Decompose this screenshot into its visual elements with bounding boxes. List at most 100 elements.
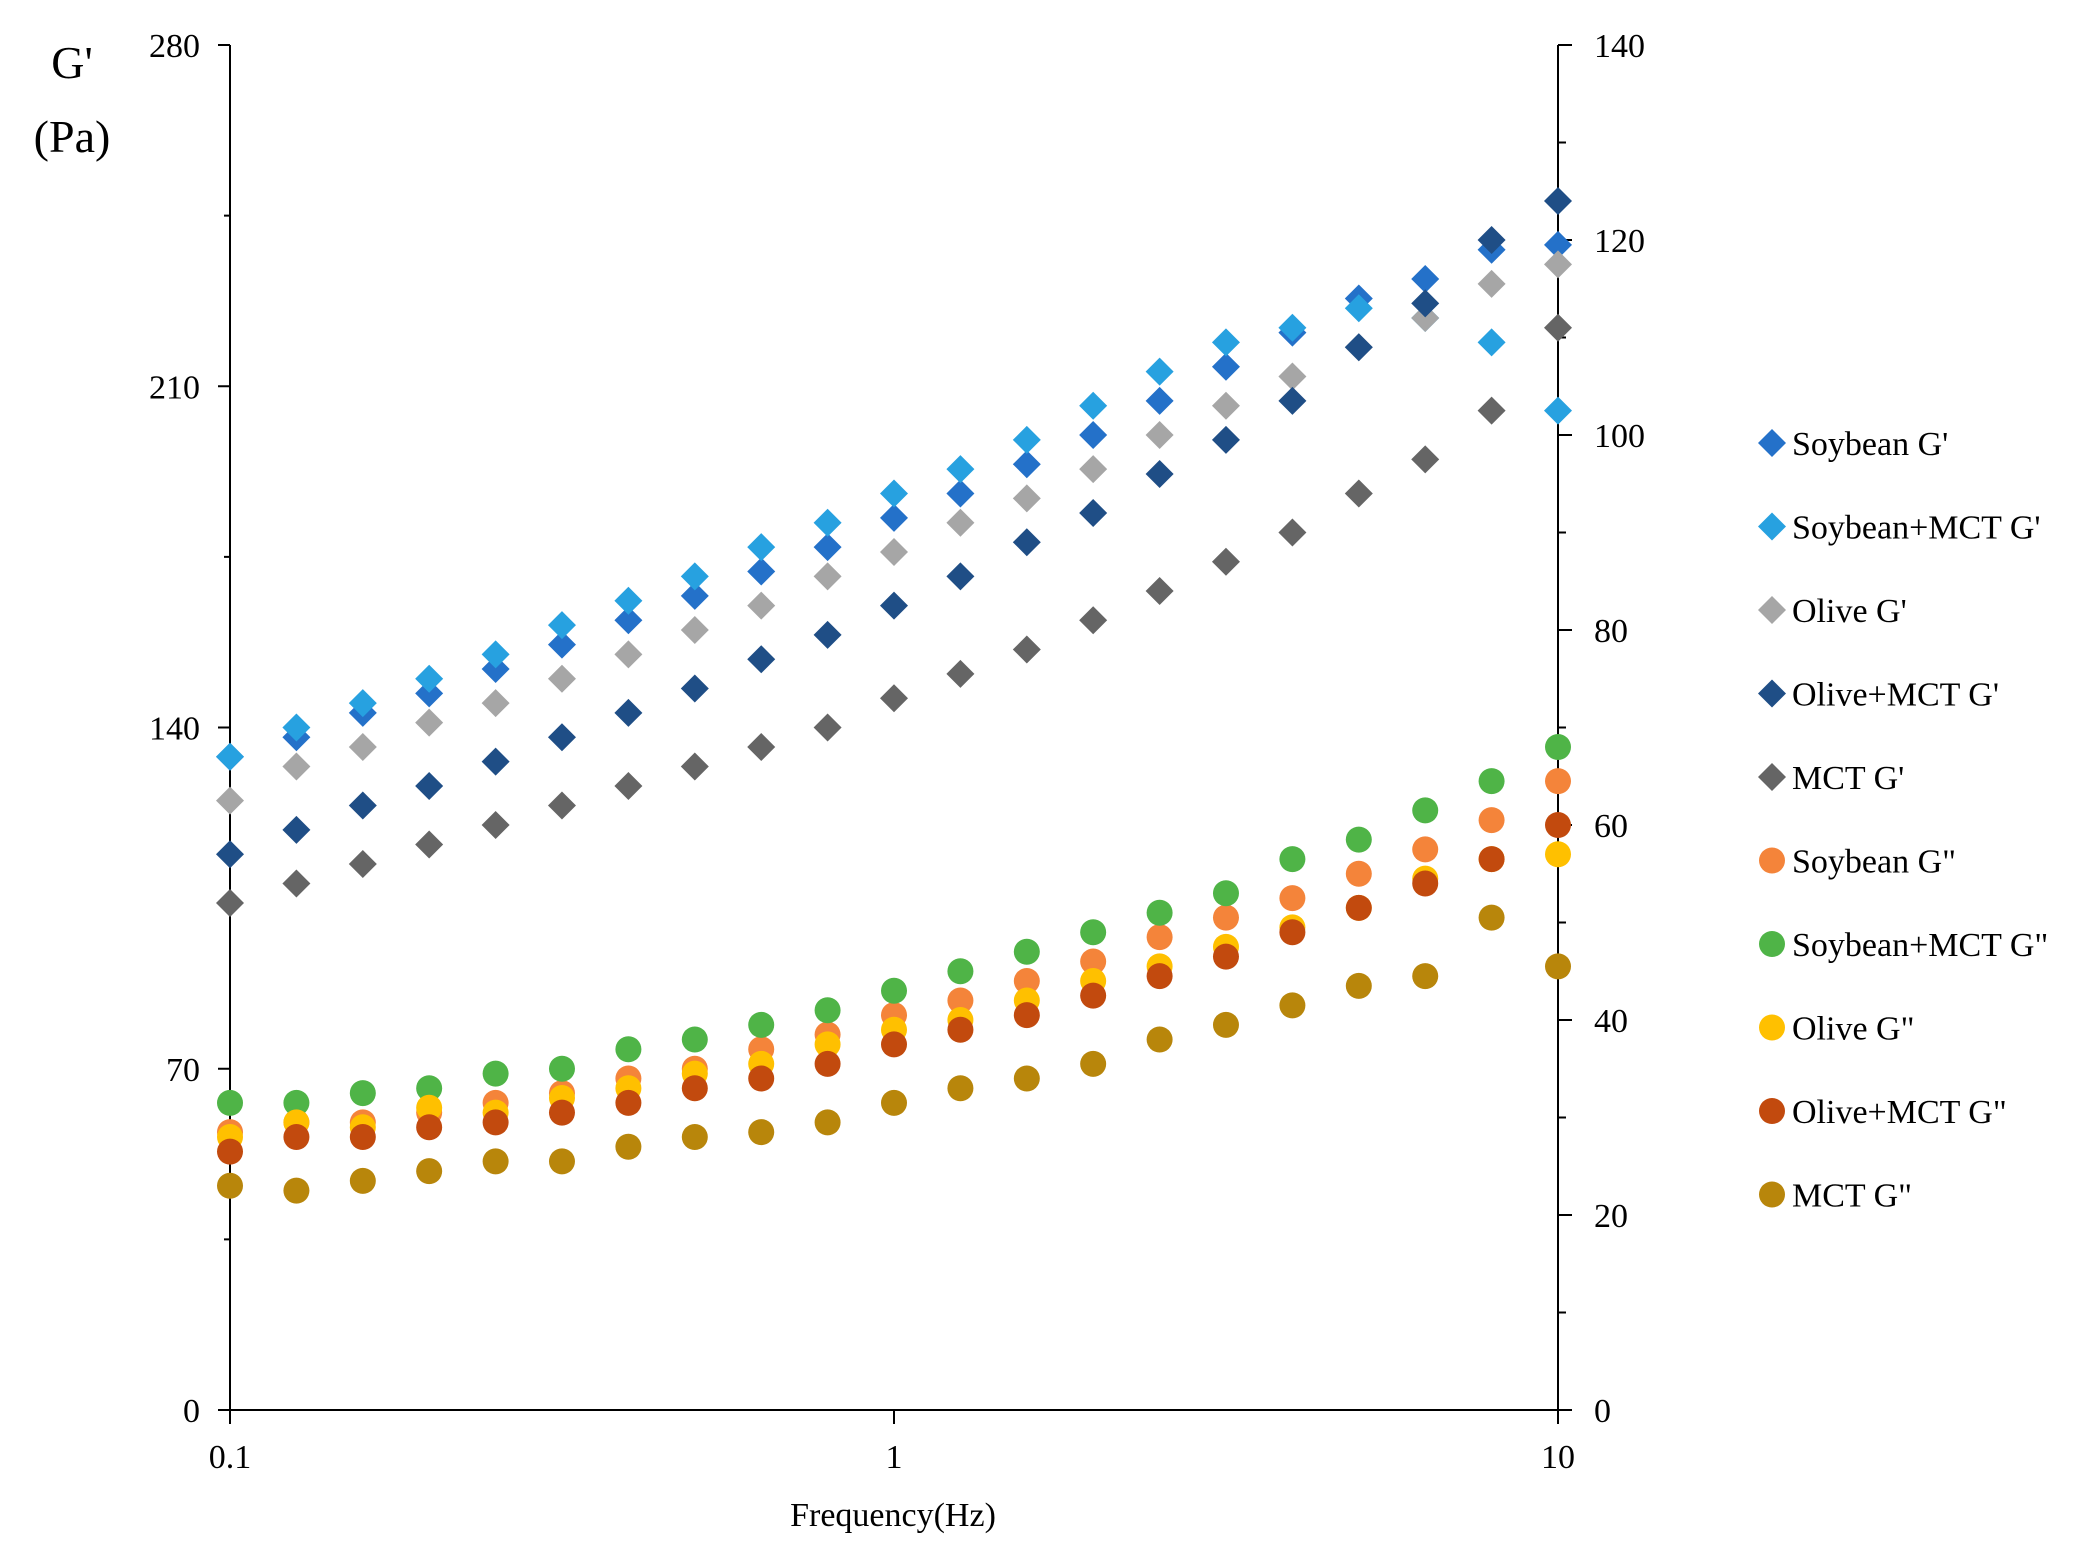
x-axis-title: Frequency(Hz)	[790, 1497, 996, 1534]
data-point	[680, 581, 709, 610]
y-right-tick-label: 20	[1594, 1198, 1628, 1235]
data-point	[1012, 450, 1041, 479]
legend-marker	[1758, 679, 1786, 708]
data-point	[481, 655, 510, 683]
data-point	[1412, 870, 1439, 897]
data-point	[681, 1026, 708, 1053]
legend-marker	[1758, 429, 1786, 457]
data-point	[1145, 421, 1174, 449]
data-point	[1544, 187, 1572, 215]
data-point	[1212, 904, 1239, 931]
legend-marker	[1759, 931, 1785, 957]
data-point	[481, 747, 510, 776]
legend-label: Olive G"	[1792, 1011, 1914, 1048]
legend-label: Soybean+MCT G"	[1792, 927, 2048, 964]
data-point	[1477, 269, 1506, 298]
data-point	[747, 645, 776, 674]
data-point	[1545, 768, 1571, 795]
data-point	[1013, 968, 1040, 994]
legend-label: Soybean+MCT G'	[1792, 510, 2041, 547]
data-point	[1279, 885, 1306, 912]
data-point	[415, 830, 444, 859]
data-point	[1478, 846, 1505, 873]
data-point	[282, 752, 311, 781]
data-point	[1345, 826, 1372, 853]
data-point	[947, 987, 974, 1014]
data-point	[680, 674, 709, 703]
data-point	[614, 698, 643, 727]
data-point	[814, 997, 841, 1024]
data-point	[1080, 982, 1107, 1009]
x-tick-label: 0.1	[209, 1439, 252, 1476]
legend-label: Olive+MCT G"	[1792, 1094, 2007, 1131]
data-point	[880, 591, 908, 620]
data-point	[615, 1133, 642, 1160]
data-point	[614, 640, 643, 669]
data-point	[1477, 396, 1506, 425]
data-point	[813, 620, 842, 649]
data-point	[1211, 547, 1240, 576]
series-group	[216, 187, 1572, 869]
data-point	[1411, 304, 1440, 332]
data-point	[1212, 880, 1239, 907]
data-point	[1345, 860, 1372, 887]
data-point	[946, 508, 975, 537]
legend-marker	[1759, 847, 1785, 874]
data-point	[947, 1016, 974, 1043]
data-point	[216, 786, 244, 815]
data-point	[216, 889, 244, 917]
legend-item: Soybean G"	[1759, 844, 1956, 881]
data-point	[947, 958, 974, 985]
data-point	[1013, 1002, 1040, 1029]
data-point	[814, 1050, 841, 1077]
data-point	[1544, 230, 1572, 259]
data-point	[1412, 836, 1439, 863]
data-point	[946, 562, 975, 591]
data-point	[348, 850, 377, 878]
y-left-tick-label: 140	[149, 711, 200, 748]
data-point	[1544, 313, 1572, 342]
data-point	[482, 1148, 509, 1175]
y-right-tick-label: 40	[1594, 1003, 1628, 1040]
data-point	[1211, 328, 1240, 357]
data-point	[813, 533, 842, 562]
data-point	[813, 508, 842, 537]
data-point	[415, 679, 444, 708]
data-point	[1013, 1065, 1040, 1092]
legend-label: Soybean G'	[1792, 426, 1948, 463]
series-group	[217, 734, 1571, 1116]
data-point	[481, 689, 510, 718]
data-point	[748, 1119, 775, 1146]
data-point	[680, 562, 709, 591]
data-point	[1478, 768, 1505, 795]
y-left-tick-label: 210	[149, 369, 200, 406]
data-point	[415, 664, 444, 693]
y-left-tick-label: 280	[149, 28, 200, 65]
data-point	[1079, 455, 1108, 484]
legend-marker	[1759, 1098, 1785, 1124]
chart-marks	[216, 187, 1572, 1204]
x-tick-label: 1	[886, 1439, 903, 1476]
y-axis-title-line1: G'	[51, 37, 93, 88]
legend-label: Soybean G"	[1792, 844, 1956, 881]
series-group	[216, 313, 1572, 917]
data-point	[814, 1109, 841, 1136]
data-point	[348, 689, 377, 718]
legend-label: Olive G'	[1792, 593, 1907, 630]
y-right-tick-label: 80	[1594, 613, 1628, 650]
data-point	[946, 659, 975, 688]
legend-marker	[1758, 763, 1786, 791]
legend: Soybean G' Soybean+MCT G' Olive G' Olive+MC…	[1758, 426, 2048, 1215]
data-point	[1012, 484, 1041, 513]
data-point	[680, 616, 709, 644]
data-point	[547, 611, 576, 640]
data-point	[1079, 391, 1108, 420]
data-point	[349, 1124, 376, 1150]
data-point	[547, 723, 576, 752]
legend-item: Olive+MCT G"	[1759, 1094, 2007, 1131]
legend-item: Olive G'	[1758, 593, 1907, 630]
data-point	[547, 664, 576, 693]
data-point	[881, 1031, 907, 1058]
data-point	[813, 562, 842, 591]
